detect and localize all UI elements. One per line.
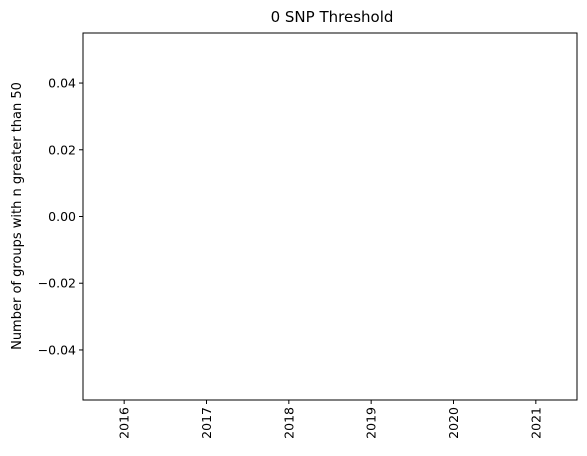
y-tick-label: 0.00	[48, 209, 76, 224]
y-tick-label: −0.02	[38, 276, 76, 291]
y-tick-label: −0.04	[38, 342, 76, 357]
y-axis: −0.04 −0.02 0.00 0.02 0.04	[38, 76, 83, 357]
x-tick-label: 2016	[117, 407, 132, 439]
y-axis-label: Number of groups with n greater than 50	[10, 82, 25, 350]
x-tick-label: 2018	[281, 407, 296, 439]
chart-title: 0 SNP Threshold	[271, 8, 394, 26]
x-tick-label: 2021	[528, 407, 543, 439]
y-tick-label: 0.02	[48, 142, 76, 157]
x-axis: 2016 2017 2018 2019 2020 2021	[117, 400, 543, 439]
plot-area-frame	[82, 32, 578, 401]
x-tick-label: 2019	[364, 407, 379, 439]
x-tick-label: 2017	[199, 407, 214, 439]
y-tick-label: 0.04	[48, 76, 76, 91]
x-tick-label: 2020	[446, 407, 461, 439]
